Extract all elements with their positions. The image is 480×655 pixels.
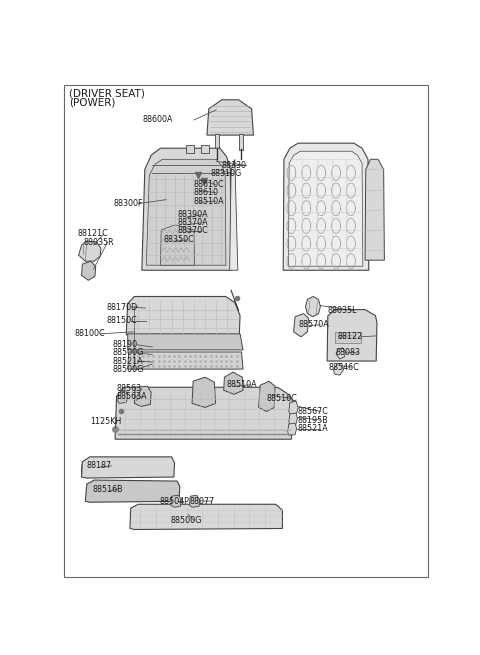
- Polygon shape: [85, 480, 180, 502]
- Polygon shape: [336, 348, 346, 359]
- Text: 88563: 88563: [117, 384, 142, 393]
- Polygon shape: [186, 145, 194, 153]
- Text: 88195B: 88195B: [297, 415, 328, 424]
- Text: 88370C: 88370C: [177, 227, 208, 235]
- Text: 88370A: 88370A: [177, 218, 208, 227]
- Bar: [335, 332, 360, 343]
- Text: 88521A: 88521A: [297, 424, 328, 433]
- Text: 88563A: 88563A: [117, 392, 147, 401]
- Text: 88100C: 88100C: [75, 329, 106, 338]
- Text: 88350C: 88350C: [163, 236, 194, 244]
- Text: 88600A: 88600A: [143, 115, 173, 124]
- Polygon shape: [294, 314, 309, 337]
- Text: SWITCH: SWITCH: [338, 335, 357, 341]
- Text: 88190: 88190: [112, 341, 137, 349]
- Text: 88516B: 88516B: [93, 485, 123, 494]
- Polygon shape: [240, 134, 243, 150]
- Polygon shape: [207, 100, 253, 135]
- Polygon shape: [79, 241, 101, 261]
- Text: 88077: 88077: [190, 496, 215, 506]
- Polygon shape: [288, 151, 363, 266]
- Text: 88500G: 88500G: [171, 516, 202, 525]
- Text: 88035R: 88035R: [83, 238, 114, 246]
- Text: 88121C: 88121C: [78, 229, 108, 238]
- Text: 88083: 88083: [335, 348, 360, 358]
- Text: 88310G: 88310G: [211, 169, 242, 178]
- Polygon shape: [216, 134, 219, 150]
- Polygon shape: [128, 334, 243, 350]
- Text: 88500G: 88500G: [112, 348, 144, 358]
- Polygon shape: [289, 413, 297, 425]
- Polygon shape: [190, 495, 200, 507]
- Text: 88610C: 88610C: [194, 180, 225, 189]
- Text: 88150C: 88150C: [106, 316, 137, 325]
- Polygon shape: [171, 495, 181, 507]
- Polygon shape: [130, 504, 282, 529]
- Polygon shape: [160, 225, 195, 265]
- Text: 88610: 88610: [194, 188, 219, 197]
- Text: 88330: 88330: [222, 161, 247, 170]
- Polygon shape: [126, 297, 240, 335]
- Polygon shape: [192, 377, 216, 407]
- Polygon shape: [82, 457, 175, 478]
- Text: 88390A: 88390A: [177, 210, 208, 219]
- Polygon shape: [115, 387, 294, 440]
- Text: 88521A: 88521A: [112, 356, 143, 365]
- Text: 88510A: 88510A: [194, 196, 225, 206]
- Text: 88510A: 88510A: [227, 381, 257, 389]
- Polygon shape: [202, 145, 209, 153]
- Polygon shape: [288, 423, 297, 435]
- Polygon shape: [118, 391, 128, 403]
- Text: 88122: 88122: [337, 332, 362, 341]
- Polygon shape: [229, 159, 238, 271]
- Polygon shape: [142, 148, 231, 271]
- Text: 88300F: 88300F: [114, 199, 144, 208]
- Polygon shape: [128, 352, 243, 369]
- Text: 1125KH: 1125KH: [90, 417, 121, 426]
- Polygon shape: [334, 364, 344, 375]
- Text: 88567C: 88567C: [297, 407, 328, 416]
- Polygon shape: [134, 386, 151, 406]
- Polygon shape: [289, 402, 298, 415]
- Polygon shape: [224, 372, 243, 394]
- Text: (DRIVER SEAT): (DRIVER SEAT): [69, 88, 145, 99]
- Text: 88516C: 88516C: [266, 394, 297, 403]
- Text: 88570A: 88570A: [298, 320, 329, 329]
- Text: 88035L: 88035L: [328, 306, 357, 315]
- Text: (POWER): (POWER): [69, 97, 116, 107]
- Polygon shape: [327, 310, 377, 361]
- Polygon shape: [82, 261, 96, 280]
- Text: 88187: 88187: [86, 461, 111, 470]
- Polygon shape: [259, 381, 275, 411]
- Text: 88546C: 88546C: [329, 363, 360, 371]
- Text: 88500G: 88500G: [112, 365, 144, 373]
- Polygon shape: [283, 143, 369, 271]
- Text: 88170D: 88170D: [106, 303, 137, 312]
- Text: 88504P: 88504P: [160, 496, 190, 506]
- Polygon shape: [146, 159, 226, 265]
- Polygon shape: [365, 159, 384, 260]
- Polygon shape: [305, 297, 321, 316]
